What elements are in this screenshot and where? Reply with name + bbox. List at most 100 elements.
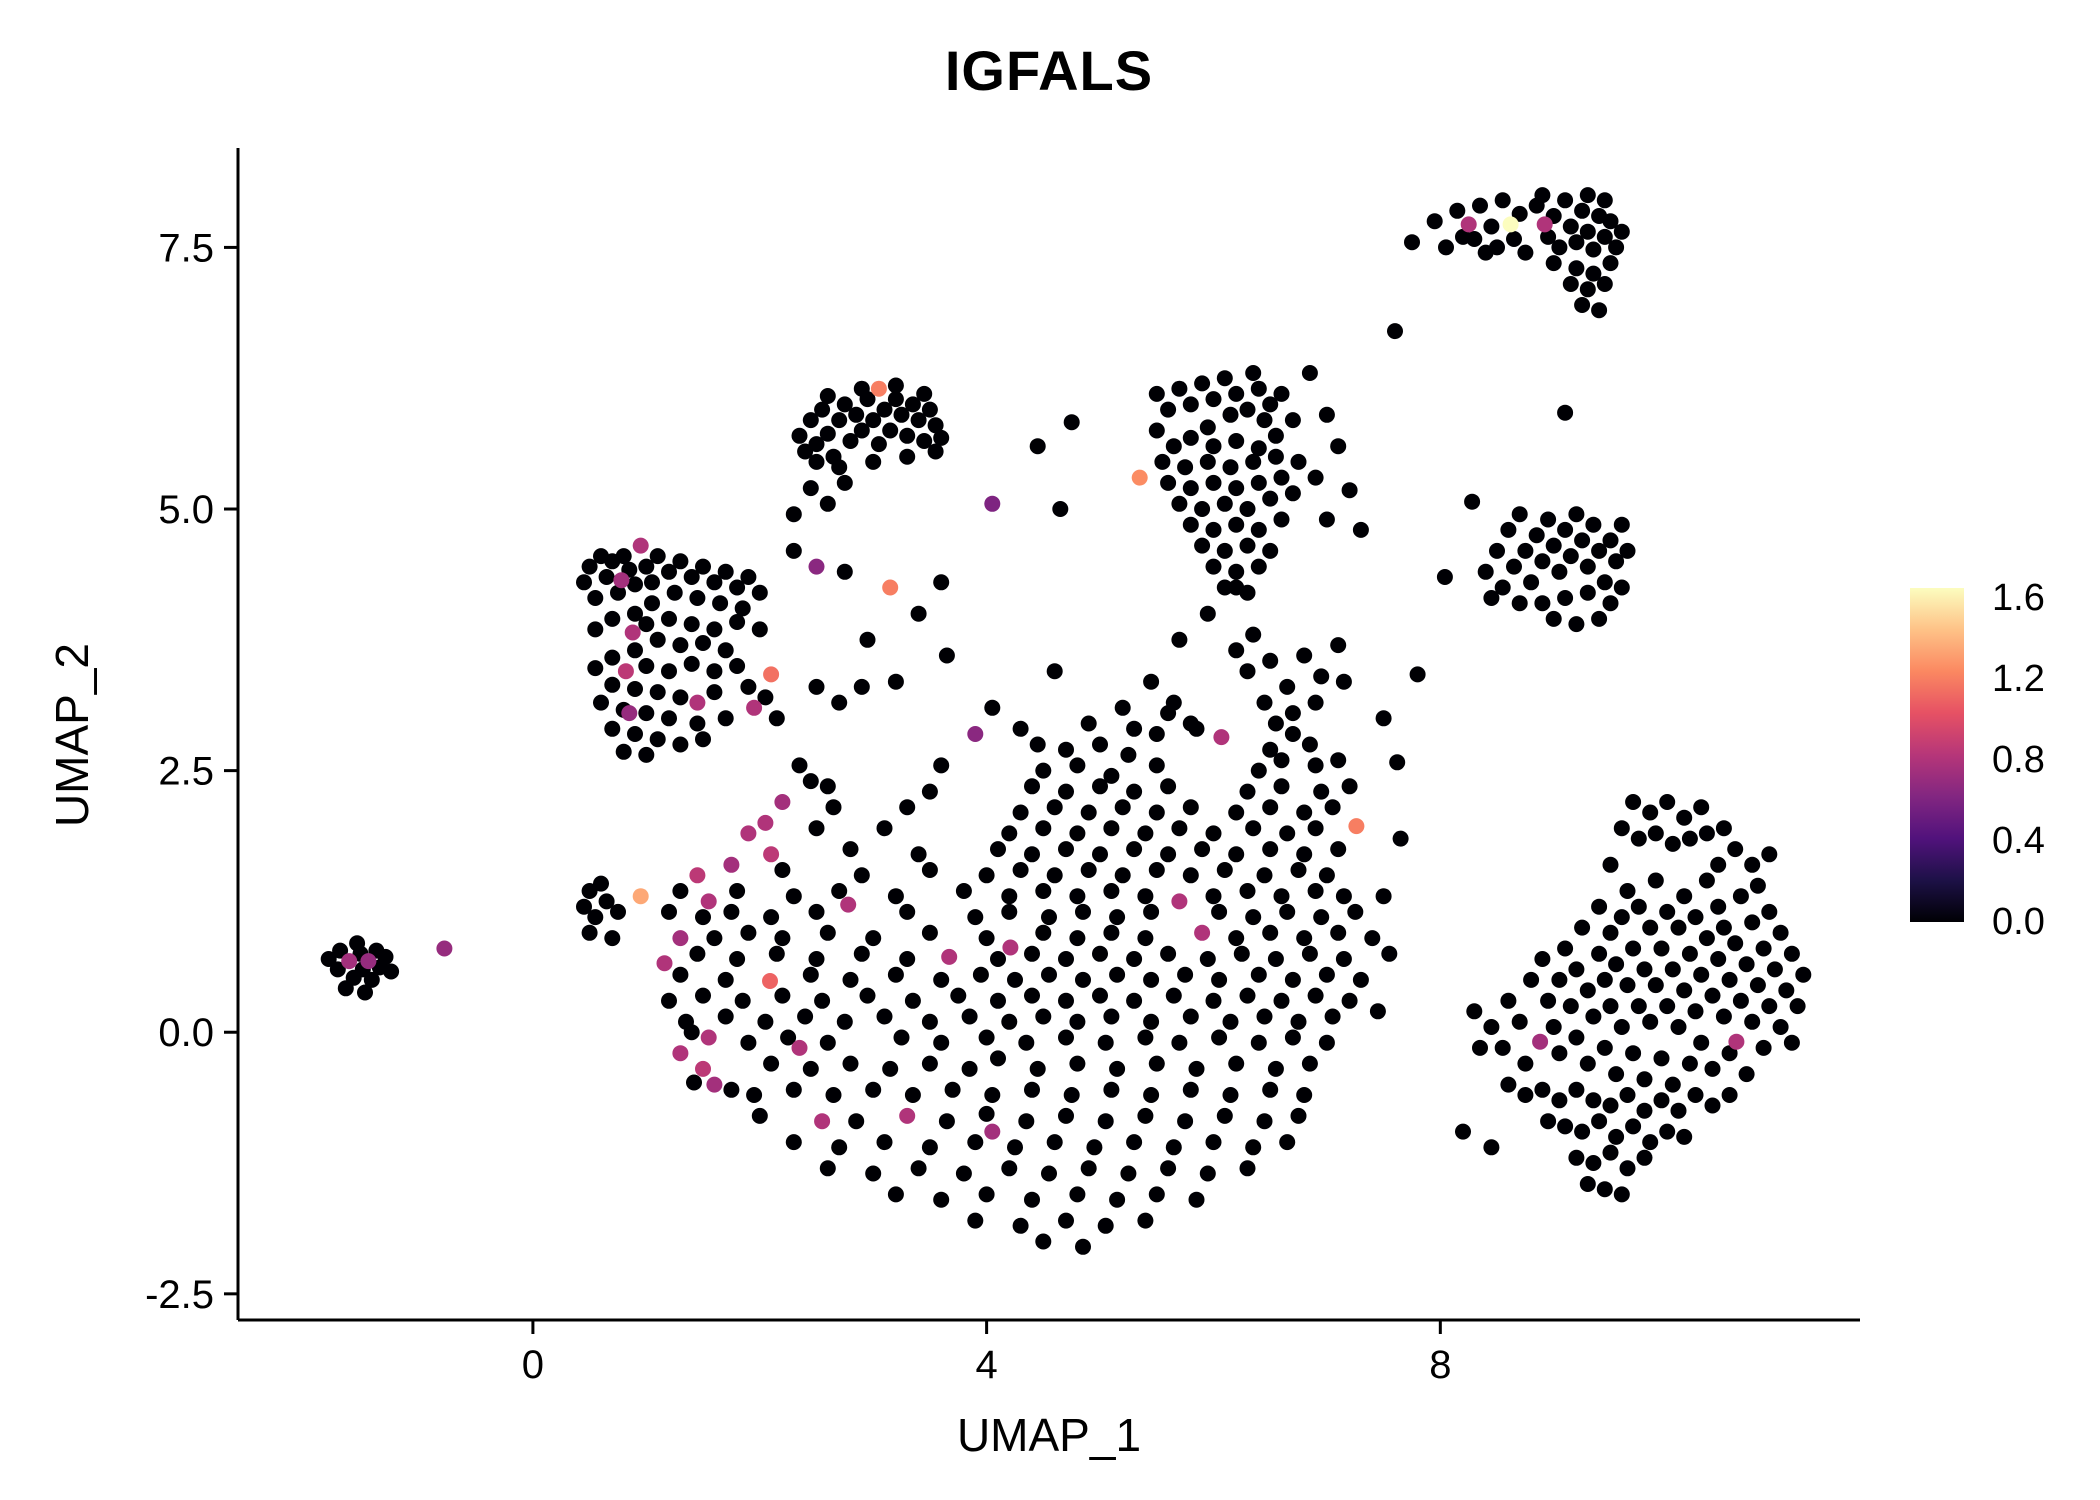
data-point: [649, 548, 666, 565]
data-point: [644, 595, 660, 612]
data-point: [916, 385, 933, 402]
data-point: [1171, 380, 1188, 397]
data-point: [1092, 987, 1108, 1004]
data-point: [617, 663, 634, 680]
data-point: [938, 1113, 955, 1130]
data-point: [1698, 825, 1715, 842]
data-point: [1205, 391, 1222, 408]
data-point: [1126, 992, 1143, 1009]
data-point: [672, 1045, 689, 1062]
data-point: [649, 731, 666, 748]
data-point: [1250, 1034, 1267, 1051]
data-point: [1619, 883, 1636, 899]
data-point: [627, 576, 643, 593]
data-point: [1018, 1113, 1035, 1130]
data-point: [1165, 987, 1182, 1004]
data-point: [729, 579, 746, 596]
data-point: [695, 558, 711, 575]
data-point: [763, 909, 780, 926]
data-point: [1568, 1149, 1585, 1166]
data-point: [1199, 419, 1216, 436]
data-point: [927, 443, 944, 460]
data-point: [729, 951, 746, 967]
data-point: [1205, 474, 1222, 491]
data-point: [1642, 1134, 1659, 1151]
data-point: [1738, 1066, 1755, 1083]
data-point: [876, 401, 893, 418]
data-point: [1256, 1008, 1273, 1025]
data-point: [814, 401, 831, 418]
data-point: [1126, 783, 1143, 800]
data-point: [1715, 919, 1732, 936]
data-point: [1642, 804, 1659, 821]
data-point: [1058, 1029, 1074, 1046]
data-point: [808, 903, 825, 920]
data-point: [1602, 1144, 1619, 1161]
data-point: [1154, 453, 1171, 470]
y-tick-label: 0.0: [158, 1011, 214, 1055]
data-point: [1579, 982, 1596, 999]
data-point: [1120, 746, 1137, 763]
data-point: [436, 940, 453, 957]
data-point: [1630, 830, 1647, 847]
data-point: [1267, 448, 1284, 465]
data-point: [1216, 1107, 1233, 1124]
data-point: [802, 1060, 819, 1077]
data-point: [1109, 1191, 1126, 1208]
data-point: [1182, 799, 1199, 816]
data-point: [1205, 438, 1222, 455]
data-point: [1693, 966, 1710, 983]
data-point: [921, 1013, 938, 1030]
data-point: [865, 1165, 882, 1182]
data-point: [1069, 888, 1086, 905]
data-point: [1602, 595, 1619, 612]
data-point: [944, 1081, 961, 1098]
data-point: [933, 429, 950, 446]
data-point: [1307, 469, 1324, 486]
data-point: [1749, 977, 1766, 994]
data-point: [1795, 966, 1812, 983]
data-point: [1273, 992, 1290, 1009]
data-point: [1659, 903, 1676, 920]
data-point: [712, 595, 729, 612]
data-point: [927, 417, 944, 434]
data-point: [791, 757, 808, 774]
data-point: [329, 961, 346, 978]
data-point: [627, 605, 643, 622]
data-point: [1659, 998, 1676, 1015]
data-point: [627, 642, 643, 659]
data-point: [1545, 537, 1562, 554]
data-point: [1103, 767, 1120, 784]
data-point: [1024, 1191, 1040, 1208]
data-point: [1262, 542, 1279, 559]
data-point: [1744, 1013, 1761, 1030]
data-point: [1744, 856, 1761, 873]
data-point: [1783, 945, 1800, 962]
data-point: [1318, 406, 1335, 423]
data-point: [717, 563, 734, 580]
data-point: [1375, 888, 1392, 905]
data-point: [1250, 558, 1267, 575]
data-point: [1114, 799, 1131, 816]
data-point: [1194, 841, 1211, 858]
data-point: [1596, 276, 1613, 292]
data-point: [1024, 846, 1040, 863]
data-point: [1012, 862, 1029, 878]
data-point: [1568, 961, 1585, 978]
data-point: [990, 992, 1006, 1009]
data-point: [1613, 1019, 1630, 1035]
data-point: [1307, 757, 1324, 774]
data-point: [1341, 482, 1358, 499]
data-point: [921, 924, 938, 941]
data-point: [899, 1107, 916, 1124]
data-point: [695, 987, 711, 1004]
data-point: [1647, 872, 1664, 889]
x-axis-label: UMAP_1: [956, 1409, 1142, 1461]
data-point: [1211, 903, 1228, 920]
data-point: [1301, 945, 1318, 962]
data-point: [1568, 616, 1585, 633]
data-point: [1681, 945, 1698, 962]
data-point: [1228, 930, 1245, 947]
data-point: [1721, 1045, 1738, 1062]
data-point: [1250, 521, 1267, 538]
